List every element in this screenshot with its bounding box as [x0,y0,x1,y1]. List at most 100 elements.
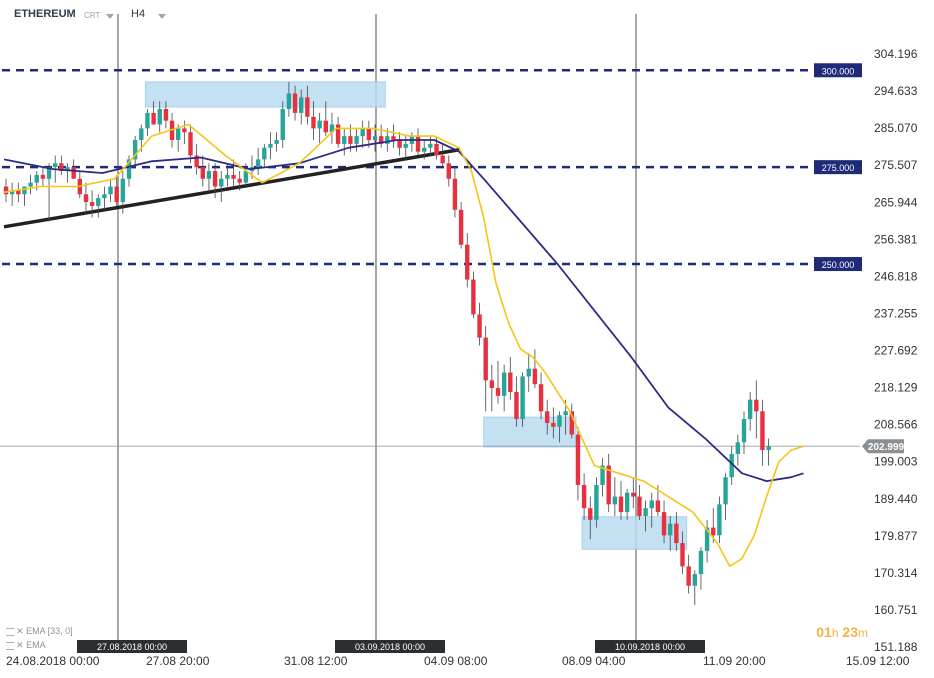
x-axis-tick-label: 08.09 04:00 [562,654,626,668]
candle-body [194,155,199,168]
chart-type-chevron-down-icon[interactable] [106,14,114,19]
candle-body [65,167,70,172]
x-axis-tick-label: 04.09 08:00 [424,654,488,668]
time-marker-box [595,640,705,653]
chart-type-selector[interactable]: CRT [84,11,101,20]
candle-body [71,167,76,179]
candle-body [477,314,482,338]
y-axis-tick-label: 227.692 [874,344,918,358]
support-resistance-zone [144,81,386,108]
y-axis-tick-label: 246.818 [874,269,918,283]
current-price-tag [862,439,904,454]
level-label-box [814,160,862,175]
candle-body [501,372,507,396]
candle-body [446,163,451,179]
candle-body [9,190,15,195]
candle-body [366,128,372,141]
candle-body [206,171,212,179]
candle-body [335,124,341,144]
candle-body [723,477,728,505]
y-axis-tick-label: 265.944 [874,195,918,209]
candle-body [182,128,187,133]
candle-body [286,93,292,110]
candle-body [274,140,279,144]
candle-body [360,128,365,137]
candle-body [243,171,249,183]
timeframe-selector[interactable]: H4 [131,8,146,20]
candle-body [594,484,599,520]
candle-body [618,496,624,513]
candle-body [305,97,310,117]
candle-body [729,453,734,478]
candle-body [53,163,58,168]
close-icon[interactable]: ✕ [16,626,24,636]
candle-body [385,136,390,144]
candle-body [624,492,630,513]
candle-body [545,411,550,423]
candle-body [680,543,685,567]
candle-body [655,500,661,513]
y-axis-tick-label: 179.877 [874,529,918,543]
candle-body [637,496,642,516]
candle-body [557,415,562,427]
candle-body [581,484,587,509]
candle-body [440,155,445,164]
menu-icon[interactable] [6,627,14,636]
candle-body [397,140,402,148]
timeframe-chevron-down-icon[interactable] [158,14,166,19]
candle-body [225,174,230,179]
candle-body [268,143,273,148]
candle-body [754,399,759,412]
candle-body [40,174,46,179]
y-axis-tick-label: 285.070 [874,121,918,135]
candle-body [606,465,611,505]
x-axis-tick-label: 31.08 12:00 [284,654,348,668]
time-marker-label: 03.09.2018 00:00 [355,642,425,652]
candle-body [292,93,298,113]
candle-body [563,411,568,416]
candle-body [508,372,513,392]
candle-body [692,574,697,586]
candle-body [102,194,107,199]
level-label: 300.000 [822,66,855,76]
candle-body [551,422,556,427]
support-resistance-zone [483,416,577,448]
time-marker-box [77,640,187,653]
symbol-name[interactable]: ETHEREUM [14,8,76,20]
candle-body [741,419,747,443]
candle-body [212,171,218,187]
candle-body [163,109,169,121]
candle-body [588,508,593,520]
candle-body [126,159,132,179]
y-axis-tick-label: 304.196 [874,47,918,61]
x-axis-tick-label: 15.09 12:00 [846,654,910,668]
candle-body [89,202,95,206]
candle-body [132,140,138,160]
candle-body [176,128,181,141]
candle-body [631,492,636,497]
x-axis-tick-label: 24.08.2018 00:00 [6,654,100,668]
candle-body [378,136,384,144]
candle-body [255,159,261,168]
candle-body [3,186,9,195]
indicator-ema-row[interactable]: ✕ EMA [33, 0] [6,626,73,637]
candle-body [139,128,144,141]
candle-body [262,147,267,160]
candle-body [157,109,162,125]
level-label-box [814,63,862,78]
y-axis-tick-label: 256.381 [874,232,918,246]
candle-body [422,147,427,152]
candle-body [686,566,691,586]
candle-body [465,244,470,280]
candle-body [520,376,525,420]
menu-icon[interactable] [6,641,14,650]
candle-body [22,186,27,195]
candle-body [649,500,654,509]
candle-body [526,368,531,377]
candle-body [428,143,433,148]
x-axis-tick-label: 11.09 20:00 [703,654,766,668]
indicator-ema-row[interactable]: ✕ EMA [6,640,46,651]
close-icon[interactable]: ✕ [16,640,24,650]
y-axis-tick-label: 208.566 [874,418,918,432]
